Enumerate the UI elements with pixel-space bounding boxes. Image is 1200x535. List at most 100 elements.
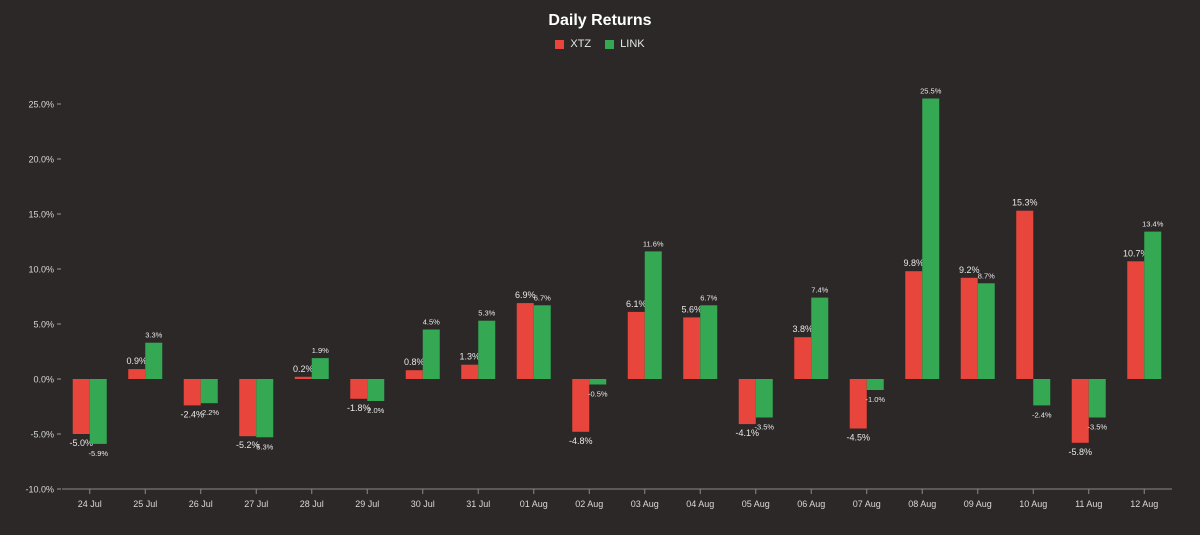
bar-link-06-aug — [811, 297, 829, 379]
bar-link-25-jul — [145, 342, 163, 379]
x-tick-label: 12 Aug — [1130, 499, 1158, 509]
y-tick-label: 5.0% — [33, 320, 54, 330]
x-tick-label: 05 Aug — [742, 499, 770, 509]
data-label-link: 13.4% — [1142, 220, 1164, 229]
data-label-link: -5.9% — [88, 449, 108, 458]
bar-xtz-09-aug — [960, 277, 978, 379]
bar-link-04-aug — [700, 305, 718, 379]
bar-xtz-01-aug — [516, 303, 534, 379]
bar-link-26-jul — [200, 379, 218, 404]
bar-link-11-aug — [1088, 379, 1106, 418]
y-tick-label: 15.0% — [28, 210, 54, 220]
x-tick-label: 09 Aug — [964, 499, 992, 509]
data-label-xtz: 0.8% — [404, 357, 425, 367]
x-tick-label: 31 Jul — [466, 499, 490, 509]
bar-xtz-26-jul — [183, 379, 201, 406]
data-label-link: -3.5% — [754, 423, 774, 432]
bar-link-31-jul — [478, 320, 496, 379]
data-label-xtz: -4.8% — [569, 436, 593, 446]
x-tick-label: 26 Jul — [189, 499, 213, 509]
x-tick-label: 06 Aug — [797, 499, 825, 509]
bar-link-10-aug — [1033, 379, 1051, 406]
bar-link-12-aug — [1144, 231, 1162, 379]
data-label-xtz: 3.8% — [792, 324, 813, 334]
bar-xtz-11-aug — [1071, 379, 1089, 443]
y-tick-label: 10.0% — [28, 265, 54, 275]
data-label-xtz: 5.6% — [681, 304, 702, 314]
data-label-xtz: 0.2% — [293, 364, 314, 374]
data-label-link: 1.9% — [312, 346, 329, 355]
bar-xtz-10-aug — [1016, 210, 1034, 379]
data-label-xtz: 9.2% — [959, 265, 980, 275]
bar-xtz-28-jul — [294, 376, 312, 379]
bar-xtz-31-jul — [461, 364, 479, 379]
bar-link-05-aug — [755, 379, 773, 418]
x-tick-label: 27 Jul — [244, 499, 268, 509]
legend-swatch-xtz — [555, 39, 565, 49]
data-label-link: 6.7% — [700, 293, 717, 302]
data-label-link: -1.0% — [865, 395, 885, 404]
legend-item-link[interactable]: LINK — [605, 38, 645, 50]
data-label-xtz: 1.3% — [459, 352, 480, 362]
data-label-link: 4.5% — [423, 318, 440, 327]
bar-xtz-03-aug — [627, 311, 645, 379]
x-tick-label: 28 Jul — [300, 499, 324, 509]
data-label-link: 6.7% — [534, 293, 551, 302]
data-label-link: -2.4% — [1032, 410, 1052, 419]
bar-link-02-aug — [589, 379, 607, 385]
y-tick-label: -5.0% — [30, 430, 54, 440]
data-label-link: 5.3% — [478, 309, 495, 318]
bar-xtz-27-jul — [239, 379, 257, 437]
legend-label-xtz: XTZ — [570, 38, 592, 50]
data-label-xtz: -1.8% — [347, 403, 371, 413]
data-label-xtz: -5.2% — [236, 440, 260, 450]
chart-title: Daily Returns — [548, 12, 652, 29]
bar-link-24-jul — [89, 379, 107, 444]
data-label-link: -0.5% — [588, 390, 608, 399]
bar-link-28-jul — [311, 358, 329, 379]
bar-xtz-07-aug — [849, 379, 867, 429]
x-tick-label: 02 Aug — [575, 499, 603, 509]
data-label-xtz: -5.0% — [69, 438, 93, 448]
y-tick-label: -10.0% — [25, 485, 54, 495]
data-label-xtz: 0.9% — [126, 356, 147, 366]
data-label-link: 8.7% — [978, 271, 995, 280]
x-tick-label: 04 Aug — [686, 499, 714, 509]
legend-item-xtz[interactable]: XTZ — [555, 38, 591, 50]
bar-xtz-24-jul — [72, 379, 90, 434]
x-tick-label: 01 Aug — [520, 499, 548, 509]
x-tick-label: 24 Jul — [78, 499, 102, 509]
legend-swatch-link — [605, 39, 615, 49]
data-label-xtz: 6.1% — [626, 299, 647, 309]
data-label-xtz: 10.7% — [1123, 248, 1149, 258]
data-label-link: 7.4% — [811, 286, 828, 295]
bar-link-08-aug — [922, 98, 940, 379]
bar-link-07-aug — [866, 379, 884, 390]
bar-xtz-04-aug — [683, 317, 701, 379]
x-tick-label: 30 Jul — [411, 499, 435, 509]
x-tick-label: 03 Aug — [631, 499, 659, 509]
x-tick-label: 11 Aug — [1075, 499, 1102, 509]
bar-link-30-jul — [422, 329, 440, 379]
bar-link-01-aug — [533, 305, 551, 379]
x-tick-label: 07 Aug — [853, 499, 881, 509]
legend-label-link: LINK — [620, 38, 645, 50]
data-label-xtz: -2.4% — [180, 409, 204, 419]
bar-xtz-25-jul — [128, 369, 146, 379]
bar-link-09-aug — [977, 283, 995, 379]
y-tick-label: 25.0% — [28, 100, 54, 110]
bar-link-03-aug — [644, 251, 662, 379]
x-tick-label: 25 Jul — [133, 499, 157, 509]
bar-xtz-29-jul — [350, 379, 368, 399]
x-tick-label: 08 Aug — [908, 499, 936, 509]
y-tick-label: 20.0% — [28, 155, 54, 165]
bar-xtz-30-jul — [405, 370, 423, 379]
bar-xtz-08-aug — [905, 271, 923, 379]
x-tick-label: 29 Jul — [355, 499, 379, 509]
bar-xtz-06-aug — [794, 337, 812, 379]
data-label-xtz: -4.1% — [735, 428, 759, 438]
data-label-xtz: 15.3% — [1012, 198, 1038, 208]
data-label-link: -2.2% — [199, 408, 219, 417]
